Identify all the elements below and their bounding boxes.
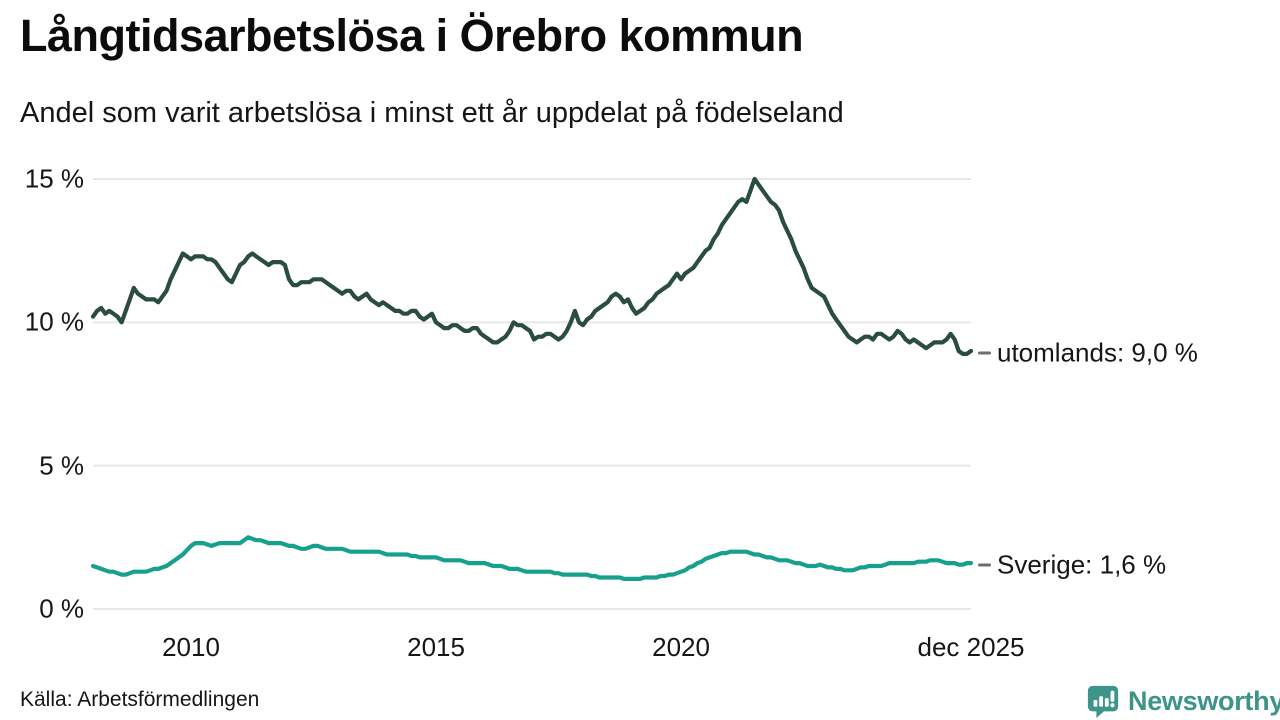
y-tick-label: 10 %	[24, 306, 84, 337]
tick-dash-icon	[978, 563, 991, 567]
y-tick-label: 15 %	[24, 163, 84, 194]
x-tick-label: dec 2025	[917, 632, 1025, 662]
series-line-Sverige	[90, 535, 974, 581]
series-line-utomlands	[90, 176, 974, 356]
y-tick-label: 0 %	[39, 593, 84, 624]
series-label-text: utomlands: 9,0 %	[997, 337, 1198, 368]
page-title: Långtidsarbetslösa i Örebro kommun	[20, 10, 804, 61]
series-label-sverige: Sverige: 1,6 %	[978, 550, 1166, 581]
brand-logo: Newsworthy	[1086, 684, 1280, 718]
tick-dash-icon	[978, 351, 991, 355]
y-tick-label: 5 %	[39, 450, 84, 481]
source-note: Källa: Arbetsförmedlingen	[20, 688, 260, 711]
newsworthy-icon	[1087, 685, 1119, 718]
series-label-utomlands: utomlands: 9,0 %	[978, 337, 1198, 368]
x-tick-label: 2020	[652, 632, 710, 662]
brand-name: Newsworthy	[1128, 685, 1280, 716]
x-tick-label: 2015	[407, 632, 465, 662]
series-label-text: Sverige: 1,6 %	[997, 549, 1167, 580]
page-subtitle: Andel som varit arbetslösa i minst ett å…	[20, 97, 844, 129]
x-tick-label: 2010	[162, 632, 220, 662]
